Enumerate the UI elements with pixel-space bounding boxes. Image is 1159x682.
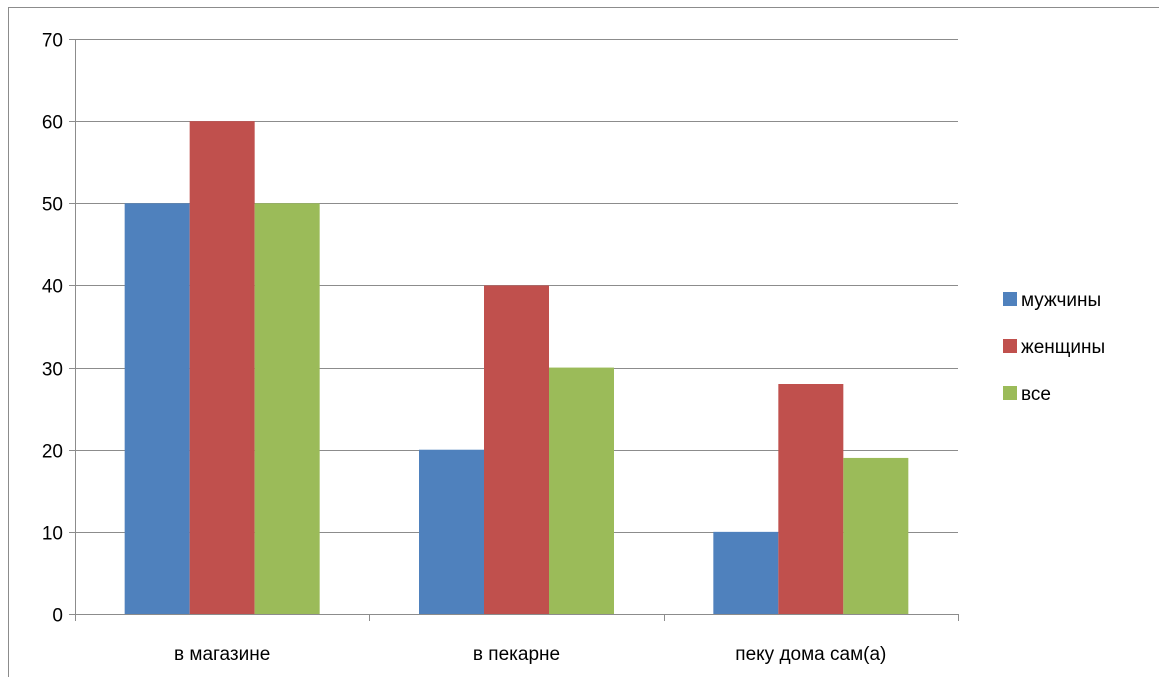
legend: мужчины женщины все	[1003, 290, 1105, 405]
y-tick-label: 60	[42, 113, 63, 134]
bars	[124, 121, 909, 615]
x-tick-label: в пекарне	[473, 644, 560, 665]
legend-swatch	[1003, 386, 1017, 400]
y-tick-label: 10	[42, 524, 63, 545]
legend-label: все	[1021, 384, 1051, 405]
x-tick-label: в магазине	[174, 644, 270, 665]
y-tick-label: 40	[42, 277, 63, 298]
bar	[549, 367, 614, 614]
y-tick-label: 20	[42, 442, 63, 463]
bar	[778, 384, 844, 614]
legend-swatch	[1003, 339, 1017, 353]
bar	[843, 457, 909, 614]
y-tick-label: 70	[42, 31, 63, 52]
y-tick-label: 0	[52, 606, 63, 627]
bar	[254, 203, 320, 615]
bar	[124, 203, 190, 615]
legend-swatch	[1003, 292, 1017, 306]
legend-label: мужчины	[1021, 290, 1101, 311]
x-tick-label: пеку дома сам(а)	[735, 644, 886, 665]
legend-label: женщины	[1021, 337, 1105, 358]
bar	[189, 121, 255, 615]
y-tick-label: 30	[42, 360, 63, 381]
bar	[484, 285, 549, 614]
y-tick-label: 50	[42, 195, 63, 216]
bar	[713, 531, 779, 614]
bar	[419, 449, 484, 614]
axes: 0 10 20 30 40 50 60 70 в магазине в пекарне пеку д…	[42, 31, 959, 665]
